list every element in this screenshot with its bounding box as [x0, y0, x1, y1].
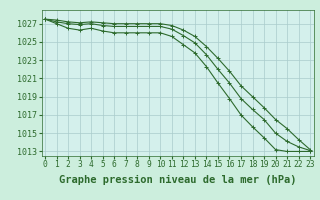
- X-axis label: Graphe pression niveau de la mer (hPa): Graphe pression niveau de la mer (hPa): [59, 175, 296, 185]
